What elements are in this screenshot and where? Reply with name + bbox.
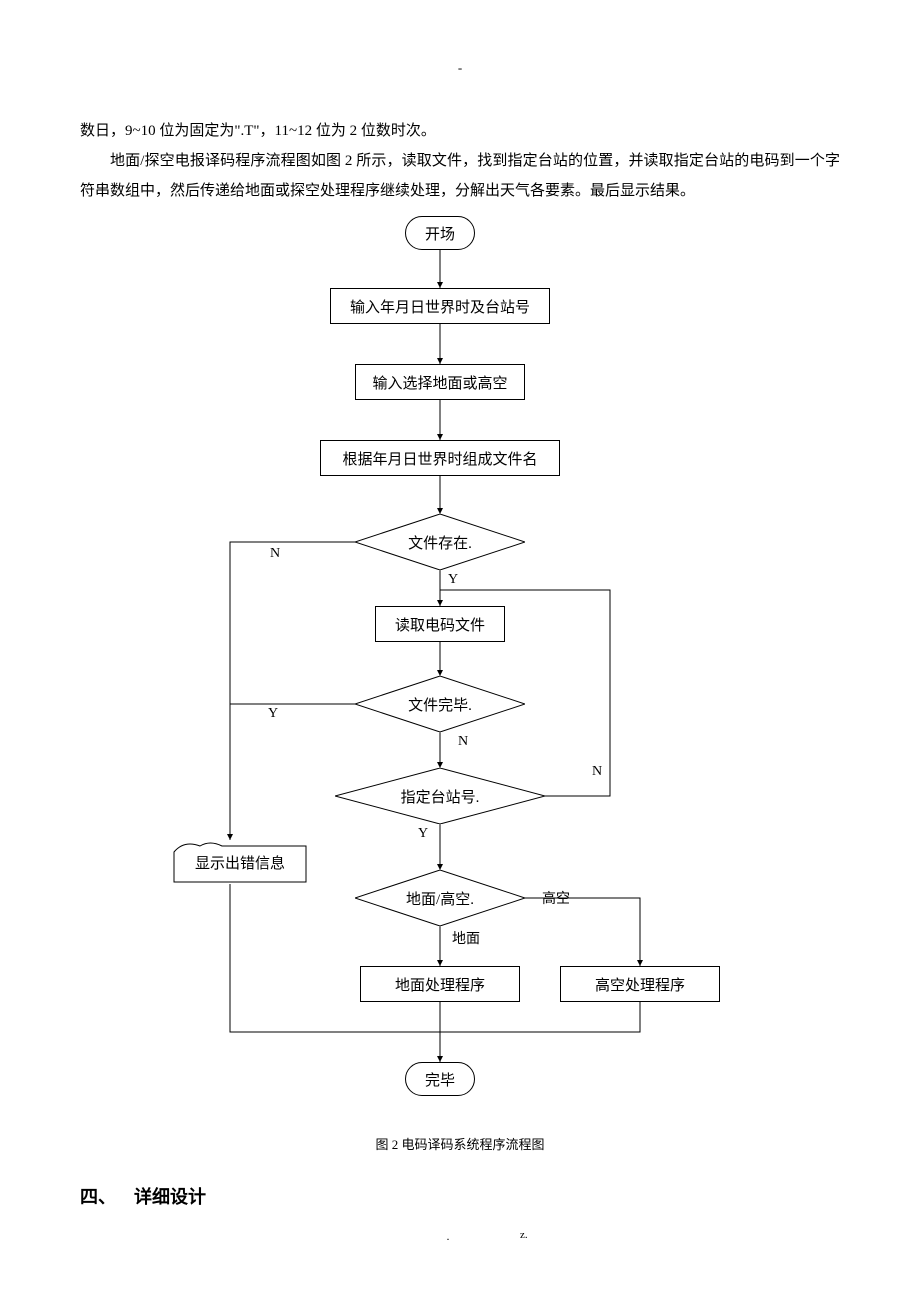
node-ground-proc-label: 地面处理程序 (395, 974, 485, 995)
label-station-n: N (592, 764, 602, 780)
node-sky-proc: 高空处理程序 (560, 966, 720, 1002)
node-start-label: 开场 (425, 223, 455, 244)
node-file-done-label: 文件完毕. (408, 694, 472, 715)
node-input-mode: 输入选择地面或高空 (355, 364, 525, 400)
node-input-datetime: 输入年月日世界时及台站号 (330, 288, 550, 324)
heading-number: 四、 (80, 1187, 116, 1207)
node-input-datetime-label: 输入年月日世界时及台站号 (350, 296, 530, 317)
node-compose-filename: 根据年月日世界时组成文件名 (320, 440, 560, 476)
node-ground-sky: 地面/高空. (355, 870, 525, 926)
footer-dot: . (447, 1229, 474, 1243)
label-sky: 高空 (542, 888, 570, 908)
node-station: 指定台站号. (335, 768, 545, 824)
node-input-mode-label: 输入选择地面或高空 (372, 372, 507, 393)
node-start: 开场 (405, 216, 475, 250)
label-file-done-y: Y (268, 706, 278, 722)
node-compose-filename-label: 根据年月日世界时组成文件名 (342, 448, 537, 469)
paragraph-1: 数日，9~10 位为固定为".T"，11~12 位为 2 位数时次。 (80, 116, 840, 146)
node-end: 完毕 (405, 1062, 475, 1096)
paragraph-2: 地面/探空电报译码程序流程图如图 2 所示，读取文件，找到指定台站的位置，并读取… (80, 146, 840, 206)
label-file-exists-n: N (270, 546, 280, 562)
node-file-exists: 文件存在. (355, 514, 525, 570)
node-file-done: 文件完毕. (355, 676, 525, 732)
page-footer: . z. (80, 1229, 840, 1244)
label-station-y: Y (418, 826, 428, 842)
section-heading: 四、 详细设计 (80, 1183, 840, 1209)
heading-text: 详细设计 (134, 1187, 206, 1207)
flowchart: 开场 输入年月日世界时及台站号 输入选择地面或高空 根据年月日世界时组成文件名 … (160, 216, 760, 1116)
node-error: 显示出错信息 (170, 840, 310, 884)
node-error-label: 显示出错信息 (195, 852, 285, 873)
node-read-file: 读取电码文件 (375, 606, 505, 642)
node-end-label: 完毕 (425, 1069, 455, 1090)
node-ground-sky-label: 地面/高空. (406, 888, 474, 909)
node-ground-proc: 地面处理程序 (360, 966, 520, 1002)
node-sky-proc-label: 高空处理程序 (595, 974, 685, 995)
node-file-exists-label: 文件存在. (408, 532, 472, 553)
label-file-exists-y: Y (448, 572, 458, 588)
page-header-mark: - (80, 60, 840, 76)
node-read-file-label: 读取电码文件 (395, 614, 485, 635)
node-station-label: 指定台站号. (401, 786, 480, 807)
label-ground: 地面 (452, 928, 480, 948)
footer-z: z. (520, 1229, 528, 1241)
label-file-done-n: N (458, 734, 468, 750)
figure-caption: 图 2 电码译码系统程序流程图 (80, 1134, 840, 1153)
